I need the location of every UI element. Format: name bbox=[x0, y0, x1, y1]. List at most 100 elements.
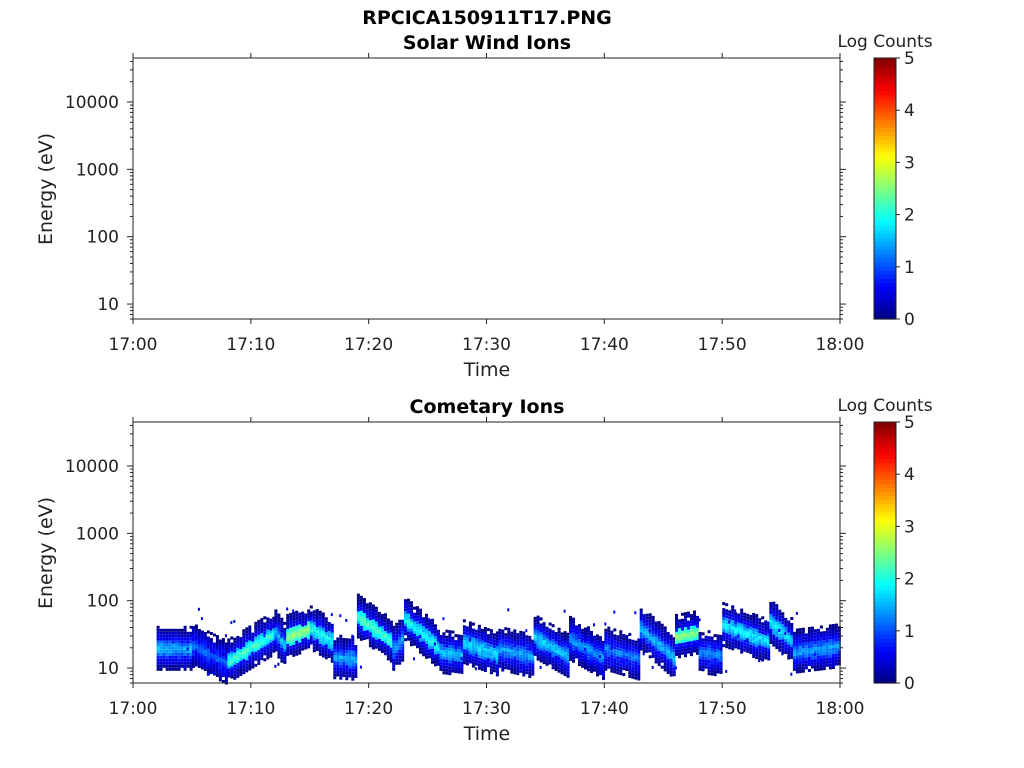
spectrogram-cell bbox=[309, 635, 313, 639]
spectrogram-cell bbox=[590, 664, 593, 667]
spectrogram-cell bbox=[351, 634, 354, 638]
spectrogram-cell bbox=[672, 637, 676, 641]
spectrogram-cell bbox=[203, 635, 207, 638]
spectrogram-cell bbox=[569, 657, 572, 661]
spectrogram-cell bbox=[156, 637, 160, 641]
spectrogram-cell bbox=[657, 639, 661, 643]
spectrogram-cell bbox=[761, 622, 765, 626]
spectrogram-cell bbox=[513, 635, 517, 639]
spectrogram-cell bbox=[260, 654, 264, 658]
spectrogram-cell bbox=[395, 658, 399, 662]
spectrogram-cell bbox=[737, 646, 741, 650]
spectrogram-cell bbox=[554, 662, 558, 665]
spectrogram-cell bbox=[419, 644, 422, 648]
spectrogram-cell bbox=[804, 657, 808, 661]
spectrogram-cell bbox=[312, 643, 316, 647]
spectrogram-cell bbox=[819, 625, 823, 629]
spectrogram-cell bbox=[209, 647, 213, 650]
spectrogram-cell bbox=[422, 635, 425, 639]
spectrogram-cell bbox=[218, 675, 222, 679]
spectrogram-cell bbox=[725, 642, 729, 646]
spectrogram-cell bbox=[318, 622, 322, 626]
spectrogram-cell bbox=[578, 630, 581, 634]
spectrogram-cell bbox=[321, 636, 325, 640]
spectrogram-cell bbox=[781, 630, 785, 634]
spectrogram-cell bbox=[657, 624, 661, 628]
spectrogram-cell bbox=[528, 647, 532, 651]
spectrogram-cell bbox=[168, 640, 172, 644]
spectrogram-cell bbox=[218, 657, 222, 661]
spectrogram-cell bbox=[648, 655, 652, 659]
spectrogram-cell bbox=[792, 667, 796, 671]
spectrogram-cell bbox=[407, 622, 410, 626]
spectrogram-cell bbox=[168, 634, 172, 638]
spectrogram-cell bbox=[448, 663, 452, 667]
spectrogram-cell bbox=[525, 629, 528, 633]
spectrogram-cell bbox=[593, 662, 596, 666]
spectrogram-cell bbox=[215, 650, 219, 653]
spectrogram-cell bbox=[631, 675, 635, 679]
spectrogram-cell bbox=[309, 620, 313, 624]
spectrogram-cell bbox=[162, 664, 166, 668]
spectrogram-cell bbox=[419, 611, 422, 615]
spectrogram-cell bbox=[654, 627, 658, 631]
spectrogram-cell bbox=[651, 651, 655, 655]
spectrogram-cell bbox=[716, 646, 720, 650]
spectrogram-cell bbox=[336, 637, 340, 641]
colorbar-segment bbox=[874, 605, 896, 611]
spectrogram-cell bbox=[416, 630, 419, 634]
spectrogram-cell bbox=[274, 627, 278, 631]
spectrogram-cell bbox=[825, 654, 829, 658]
spectrogram-cell bbox=[501, 650, 505, 654]
spectrogram-cell bbox=[439, 667, 443, 671]
spectrogram-cell bbox=[542, 643, 546, 647]
spectrogram-cell bbox=[480, 664, 484, 668]
spectrogram-cell bbox=[422, 620, 425, 624]
spectrogram-cell bbox=[819, 649, 823, 653]
spectrogram-cell bbox=[286, 628, 290, 632]
spectrogram-cell bbox=[758, 633, 762, 637]
spectrogram-cell bbox=[822, 661, 826, 665]
spectrogram-cell bbox=[263, 640, 267, 644]
spectrogram-cell bbox=[431, 648, 434, 652]
spectrogram-cell bbox=[607, 659, 611, 663]
spectrogram-cell bbox=[619, 657, 623, 661]
spectrogram-cell bbox=[272, 649, 276, 653]
spectrogram-cell bbox=[333, 655, 337, 659]
spectrogram-cell bbox=[610, 636, 614, 640]
spectrogram-cell bbox=[610, 630, 614, 634]
spectrogram-cell bbox=[410, 601, 413, 605]
spectrogram-cell bbox=[737, 616, 741, 620]
spectrogram-cell bbox=[578, 654, 581, 658]
spectrogram-cell bbox=[578, 651, 581, 655]
spectrogram-cell bbox=[634, 652, 638, 656]
spectrogram-cell bbox=[460, 637, 464, 641]
spectrogram-cell bbox=[165, 661, 169, 665]
spectrogram-cell bbox=[737, 625, 741, 629]
spectrogram-cell bbox=[254, 621, 258, 625]
spectrogram-cell bbox=[480, 649, 484, 653]
spectrogram-cell bbox=[386, 657, 390, 661]
spectrogram-cell bbox=[725, 627, 729, 631]
spectrogram-cell bbox=[507, 654, 511, 658]
spectrogram-cell bbox=[637, 656, 641, 660]
spectrogram-cell bbox=[831, 630, 835, 633]
spectrogram-cell bbox=[551, 657, 555, 661]
spectrogram-cell bbox=[356, 608, 360, 612]
spectrogram-cell bbox=[604, 655, 608, 659]
spectrogram-cell bbox=[359, 637, 363, 641]
spectrogram-cell bbox=[189, 625, 193, 629]
spectrogram-cell bbox=[731, 647, 735, 651]
spectrogram-cell bbox=[471, 649, 475, 653]
spectrogram-cell bbox=[610, 666, 614, 670]
colorbar-tick-label: 0 bbox=[904, 310, 915, 330]
spectrogram-cell bbox=[486, 643, 490, 647]
spectrogram-cell bbox=[581, 649, 584, 653]
spectrogram-cell bbox=[816, 634, 820, 638]
spectrogram-cell bbox=[419, 635, 421, 638]
spectrogram-cell bbox=[722, 644, 726, 648]
colorbar-segment bbox=[874, 601, 896, 607]
colorbar-segment bbox=[874, 310, 896, 316]
spectrogram-cell bbox=[716, 637, 720, 641]
spectrogram-cell bbox=[492, 660, 496, 664]
